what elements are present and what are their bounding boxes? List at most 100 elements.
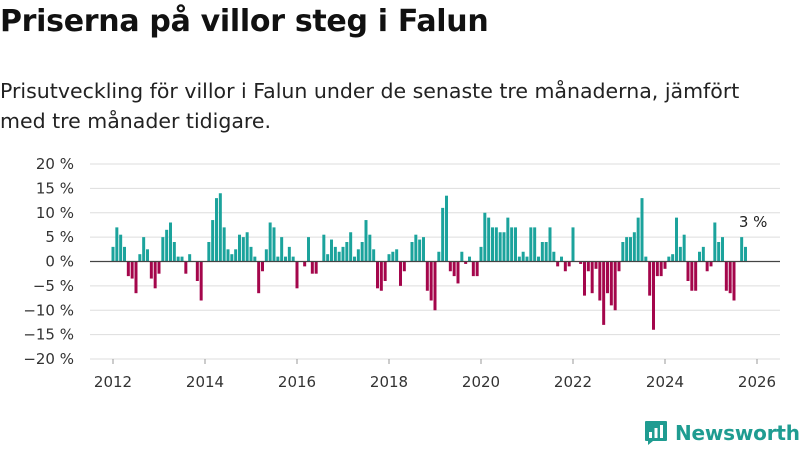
bar [349,232,353,262]
bar [238,234,241,262]
y-tick-label: 5 % [45,228,74,246]
bar [583,261,586,296]
chart-subtitle: Prisutveckling för villor i Falun under … [0,79,740,133]
y-tick-label: 0 % [45,253,74,271]
bar [130,261,134,279]
bar [215,198,218,262]
bar [284,256,287,262]
x-tick-label: 2024 [646,373,684,391]
bar [330,239,333,262]
bar [257,261,261,294]
bar [517,256,521,262]
y-tick-label: 15 % [36,179,74,197]
bar [161,237,165,262]
bar [552,251,556,262]
bar [445,195,448,262]
bar [345,242,349,262]
bar [744,246,747,262]
x-tick-label: 2018 [370,373,408,391]
bar [563,261,567,272]
bar [529,227,533,262]
x-axis-ticks: 2012 2014 2016 2018 2020 2022 2024 2026 [94,359,776,391]
y-tick-label: 10 % [36,204,74,222]
y-tick-label: 20 % [36,155,74,173]
x-tick-label: 2020 [462,373,500,391]
newsworthy-logo: Newsworthy [644,419,800,447]
bar [728,261,732,294]
bar [326,254,330,262]
bar [460,251,464,262]
bar [491,227,494,262]
bar [586,261,590,272]
bar [253,256,257,262]
bar [418,239,422,262]
bar [395,249,399,262]
y-axis-ticks: 20 % 15 % 10 % 5 % 0 % −5 % −10 % −15 % −20 % [23,155,74,368]
bar [694,261,698,291]
chart-title: Priserna på villor steg i Falun [0,4,489,39]
bar [287,246,291,262]
bar [740,237,744,262]
bar [502,232,506,262]
bar [138,254,142,262]
bar [364,220,368,262]
bar [652,261,655,330]
bar [433,261,437,311]
bar [261,261,264,272]
bar [429,261,433,301]
bar [402,261,406,272]
bar [609,261,613,306]
bar [276,256,280,262]
bar [544,242,548,262]
bar [456,261,460,284]
bar [314,261,318,274]
bar [353,256,356,262]
bar [337,251,341,262]
bar [709,261,713,267]
bar [602,261,606,325]
bar [356,249,360,262]
bar [264,249,268,262]
bar [682,234,686,262]
bar [268,222,272,262]
bar [464,261,468,264]
bar [180,256,184,262]
bar [732,261,736,301]
bar [153,261,157,289]
x-tick-label: 2014 [186,373,224,391]
bar [169,222,172,262]
bar [724,261,728,291]
bar [222,227,226,262]
bar [644,256,648,262]
bar [479,246,483,262]
bar [452,261,456,277]
x-tick-label: 2012 [94,373,132,391]
bar [307,237,310,262]
x-tick-label: 2026 [738,373,776,391]
bar [146,249,149,262]
bar [218,193,222,262]
bar [303,261,307,267]
bar [705,261,709,272]
x-tick-label: 2016 [278,373,316,391]
bar [437,251,441,262]
y-tick-label: −10 % [23,301,74,319]
x-tick-label: 2022 [554,373,592,391]
bar [272,227,276,262]
bar [663,261,667,269]
bar [123,246,126,262]
bar [226,249,230,262]
bar [510,227,514,262]
bar [540,242,544,262]
bar [483,212,487,262]
bar [678,246,682,262]
bar [648,261,652,296]
bar [234,249,238,262]
bar [422,237,425,262]
bar [372,249,376,262]
bar [441,207,445,262]
bar [134,261,138,294]
bar [667,256,671,262]
bar [701,246,705,262]
bar [475,261,479,277]
